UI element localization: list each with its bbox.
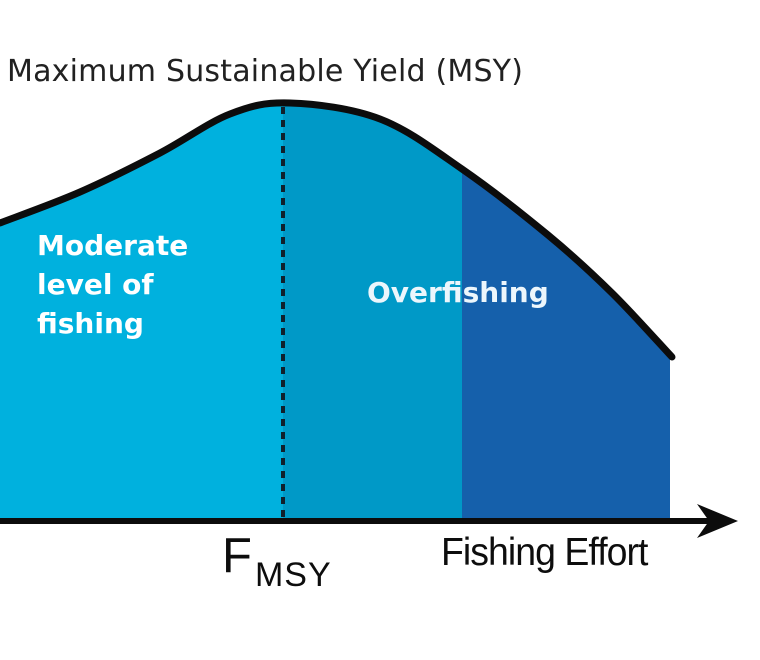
region-overfishing-mid-fill (283, 102, 462, 521)
x-axis-arrowhead (697, 504, 738, 538)
fmsy-symbol: F (222, 529, 252, 583)
x-axis-label: Fishing Effort (441, 531, 648, 574)
yield-curve (0, 99, 676, 361)
region-overfishing-deep-fill (462, 102, 670, 521)
moderate-fishing-label: Moderate level of fishing (37, 229, 189, 340)
chart-title: Maximum Sustainable Yield (MSY) (7, 54, 524, 89)
fmsy-axis-marker: FMSY (222, 528, 331, 594)
fmsy-subscript: MSY (254, 556, 332, 594)
overfishing-label: Overfishing (367, 276, 549, 309)
